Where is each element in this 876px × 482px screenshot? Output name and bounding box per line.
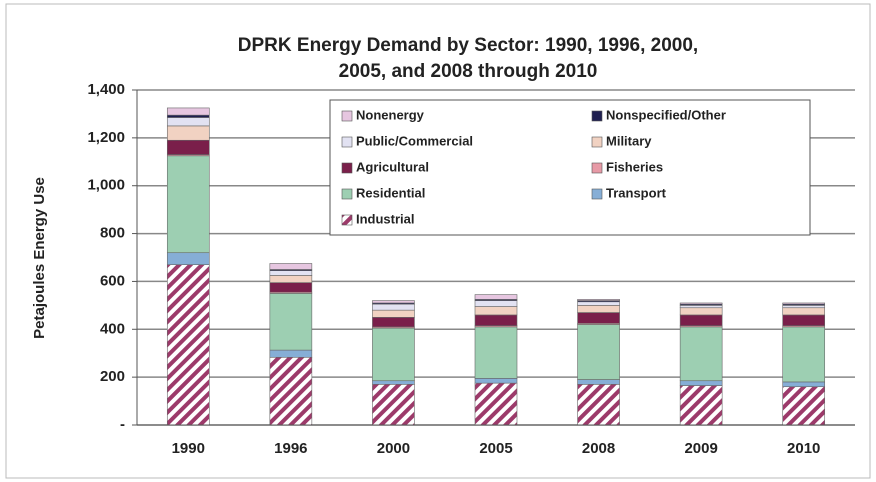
y-tick-label: 400: [100, 320, 125, 337]
bar-segment: [372, 303, 415, 311]
bar-segment: [679, 305, 723, 309]
bar-segment: [679, 302, 723, 305]
bar-segment: [269, 270, 313, 276]
bar-segment: [269, 282, 313, 293]
bar-segment: [474, 306, 518, 316]
bar-segment: [474, 326, 518, 379]
bar-segment: [372, 384, 415, 426]
bar-segment: [166, 155, 210, 254]
bar-segment: [474, 300, 518, 307]
bar-segment: [577, 379, 620, 385]
bar-segment: [372, 317, 415, 328]
y-axis-label: Petajoules Energy Use: [31, 177, 48, 339]
bar-segment: [782, 302, 826, 305]
legend-label: Residential: [356, 185, 425, 200]
bar-segment: [372, 380, 415, 385]
x-tick-label: 1990: [172, 440, 205, 457]
legend-label: Fisheries: [606, 159, 663, 174]
bar-segment: [679, 326, 723, 382]
chart-title: DPRK Energy Demand by Sector: 1990, 1996…: [238, 35, 698, 56]
legend: Nonenergy Nonspecified/Other Public/Commer…: [329, 99, 811, 236]
x-tick-label: 2005: [479, 440, 512, 457]
x-tick-label: 2009: [684, 440, 717, 457]
bar-segment: [166, 107, 210, 116]
legend-swatch: [341, 110, 353, 122]
legend-swatch: [591, 188, 603, 200]
bar-segment: [269, 275, 313, 283]
bar-segment: [679, 380, 723, 386]
legend-box: [329, 99, 811, 236]
x-tick-label: 1996: [274, 440, 307, 457]
bar-segment: [474, 314, 518, 326]
bar-segment: [577, 299, 620, 301]
y-tick-label: 1,400: [87, 81, 125, 98]
legend-swatch: [341, 214, 353, 226]
bar-segment: [782, 305, 826, 309]
y-tick-label: 1,000: [87, 177, 125, 194]
legend-swatch: [591, 162, 603, 174]
bar-segment: [577, 301, 620, 306]
bar-segment: [372, 309, 415, 318]
bar-segment: [782, 381, 826, 388]
bar-segment: [577, 324, 620, 380]
bar-segment: [269, 293, 313, 351]
legend-label: Industrial: [356, 211, 415, 226]
chart-title: 2005, and 2008 through 2010: [339, 61, 598, 82]
legend-swatch: [591, 136, 603, 148]
bar-segment: [577, 384, 620, 426]
y-tick-label: 600: [100, 272, 125, 289]
legend-swatch: [591, 110, 603, 122]
bar-segment: [782, 307, 826, 316]
bar-segment: [474, 382, 518, 426]
bar-segment: [679, 385, 723, 426]
legend-label: Nonspecified/Other: [606, 107, 726, 122]
bar-segment: [372, 327, 415, 382]
bar-segment: [474, 294, 518, 300]
legend-swatch: [341, 162, 353, 174]
bar-segment: [166, 252, 210, 265]
bar-segment: [269, 349, 313, 358]
bar-segment: [782, 314, 826, 326]
y-tick-label: 1,200: [87, 129, 125, 146]
legend-swatch: [341, 136, 353, 148]
y-tick-label: -: [120, 416, 125, 433]
bar-segment: [577, 312, 620, 324]
bar-segment: [782, 326, 826, 383]
bar-segment: [166, 125, 210, 141]
bar-segment: [269, 263, 313, 270]
x-tick-label: 2010: [787, 440, 820, 457]
bar-segment: [269, 356, 313, 426]
x-tick-label: 2000: [377, 440, 410, 457]
y-tick-label: 200: [100, 368, 125, 385]
legend-label: Public/Commercial: [356, 133, 473, 148]
legend-swatch: [341, 188, 353, 200]
bar-segment: [166, 117, 210, 127]
x-tick-label: 2008: [582, 440, 615, 457]
bar-segment: [166, 114, 210, 118]
bar-segment: [679, 307, 723, 316]
legend-label: Transport: [606, 185, 667, 200]
legend-label: Agricultural: [356, 159, 429, 174]
legend-label: Nonenergy: [356, 107, 425, 122]
bar-segment: [577, 305, 620, 313]
bar-segment: [372, 300, 415, 304]
frame: [5, 3, 871, 479]
bar-segment: [166, 264, 210, 426]
bar-segment: [166, 139, 210, 155]
bar-segment: [679, 314, 723, 326]
y-tick-label: 800: [100, 225, 125, 242]
bar-segment: [782, 386, 826, 426]
bar-segment: [474, 378, 518, 384]
legend-label: Military: [606, 133, 652, 148]
